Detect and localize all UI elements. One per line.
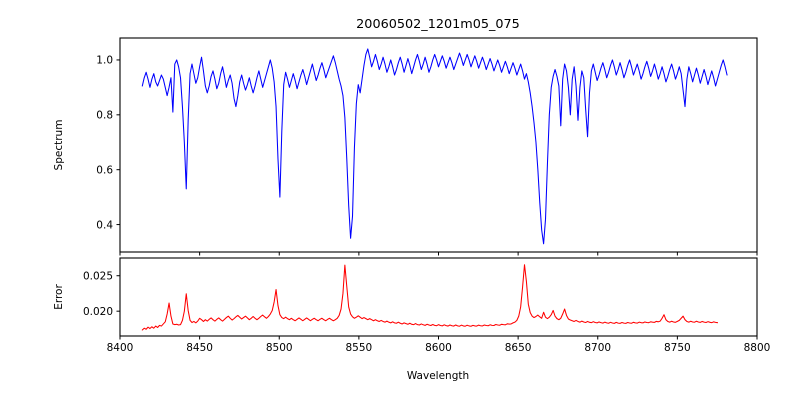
y-tick-label: 1.0 [96,55,113,67]
x-tick-label: 8600 [425,342,452,354]
error-plot-area [120,258,757,336]
spectrum-x-ticks [119,252,758,256]
y-tick-label: 0.025 [83,271,113,283]
spectrum-axes-frame [119,37,758,253]
y-tick-label: 0.8 [96,110,113,122]
error-y-axis-label: Error [53,284,65,310]
spectrum-y-ticks: 0.4 0.6 0.8 1.0 [96,55,120,231]
x-tick-label: 8700 [584,342,611,354]
x-tick-label: 8750 [664,342,691,354]
spectrum-y-axis-label: Spectrum [53,120,65,171]
y-tick-label: 0.4 [96,219,113,231]
error-x-ticks: 8400 8450 8500 8550 8600 8650 8700 8750 8800 [107,336,771,354]
figure-title: 20060502_1201m05_075 [356,17,520,32]
y-tick-label: 0.6 [96,164,113,176]
x-tick-label: 8650 [505,342,532,354]
x-tick-label: 8500 [266,342,293,354]
x-tick-label: 8400 [107,342,134,354]
x-tick-label: 8800 [744,342,771,354]
spectrum-data-line [141,48,728,245]
x-tick-label: 8450 [186,342,213,354]
error-axes-frame [119,257,758,337]
spectrum-panel: 0.4 0.6 0.8 1.0 Spectrum [53,37,758,256]
x-axis-label: Wavelength [407,370,469,382]
x-tick-label: 8550 [346,342,373,354]
spectrum-plot-area [120,38,757,252]
y-tick-label: 0.020 [83,306,113,318]
error-y-ticks: 0.020 0.025 [83,271,120,318]
error-data-line [141,264,719,331]
